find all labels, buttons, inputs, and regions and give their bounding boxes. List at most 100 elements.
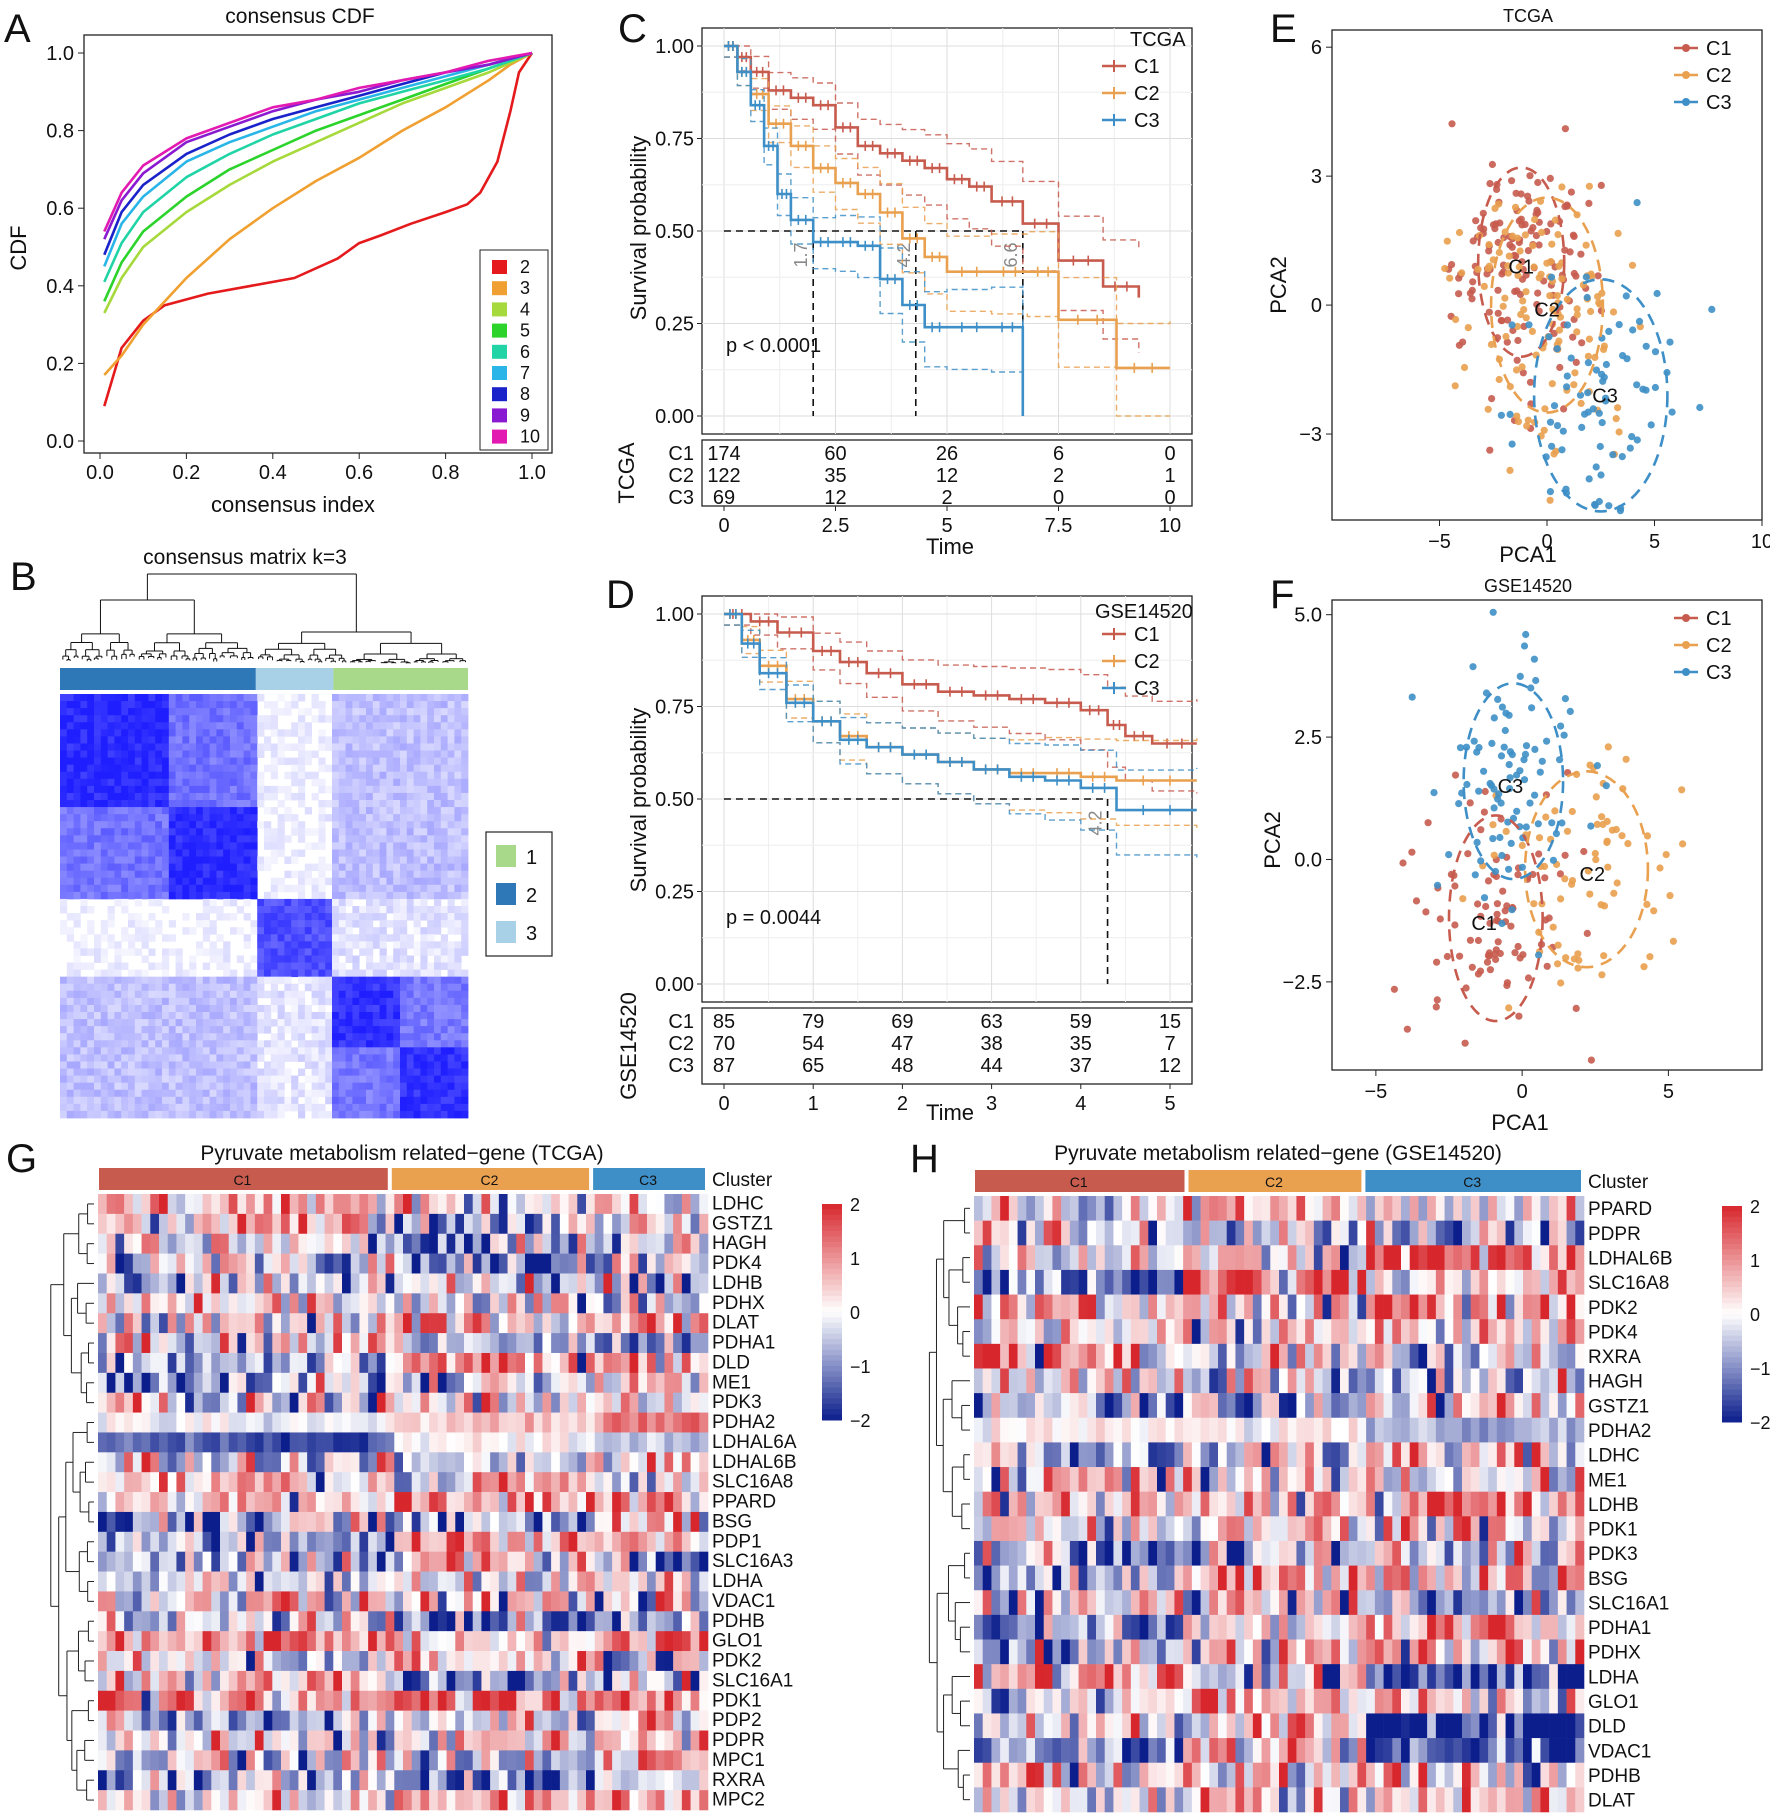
matrix-cell xyxy=(230,877,238,886)
point-C1 xyxy=(1443,952,1451,961)
chart-title: TCGA xyxy=(1503,6,1553,26)
matrix-cell xyxy=(196,764,204,773)
matrix-cell xyxy=(434,729,442,737)
heatmap-cell xyxy=(150,1194,160,1215)
matrix-cell xyxy=(393,1089,401,1098)
point-C3 xyxy=(1530,655,1538,663)
matrix-cell xyxy=(196,941,204,949)
matrix-cell xyxy=(236,1040,244,1048)
matrix-cell xyxy=(386,708,394,716)
matrix-cell xyxy=(141,1040,149,1048)
matrix-cell xyxy=(66,785,74,794)
matrix-cell xyxy=(454,1040,462,1048)
matrix-cell xyxy=(440,990,448,999)
matrix-cell xyxy=(434,771,442,780)
matrix-cell xyxy=(413,969,421,978)
matrix-cell xyxy=(359,870,367,879)
heatmap-cell xyxy=(655,1253,665,1274)
cluster-annotation-C2 xyxy=(391,1168,590,1190)
matrix-cell xyxy=(400,1089,408,1098)
matrix-cell xyxy=(250,778,258,787)
matrix-cell xyxy=(406,1068,414,1076)
matrix-cell xyxy=(141,778,149,787)
matrix-cell xyxy=(209,1096,217,1105)
matrix-cell xyxy=(447,948,455,956)
heatmap-cell xyxy=(577,1253,587,1274)
matrix-cell xyxy=(155,962,163,970)
matrix-cell xyxy=(66,1040,74,1048)
matrix-cell xyxy=(141,856,149,864)
matrix-cell xyxy=(66,821,74,829)
matrix-cell xyxy=(128,792,136,801)
matrix-cell xyxy=(196,807,204,815)
matrix-cell xyxy=(420,729,428,737)
matrix-cell xyxy=(386,891,394,900)
x-tick-label: 0.2 xyxy=(172,462,200,484)
matrix-cell xyxy=(434,870,442,879)
matrix-cell xyxy=(236,1026,244,1034)
matrix-cell xyxy=(148,792,156,801)
point-C1 xyxy=(1451,882,1459,890)
matrix-cell xyxy=(454,1004,462,1013)
matrix-cell xyxy=(209,1054,217,1062)
heatmap-cell xyxy=(254,1213,264,1235)
matrix-cell xyxy=(372,729,380,737)
matrix-cell xyxy=(107,849,115,857)
matrix-cell xyxy=(250,870,258,879)
matrix-cell xyxy=(87,757,95,766)
matrix-cell xyxy=(440,976,448,985)
matrix-cell xyxy=(345,792,353,801)
matrix-cell xyxy=(400,983,408,992)
matrix-cell xyxy=(304,1054,312,1062)
point-C2 xyxy=(1459,895,1467,903)
matrix-cell xyxy=(148,913,156,921)
matrix-cell xyxy=(243,715,251,723)
heatmap-cell xyxy=(237,1273,247,1294)
matrix-cell xyxy=(162,835,170,843)
heatmap-cell xyxy=(150,1253,160,1274)
matrix-cell xyxy=(73,835,81,843)
matrix-cell xyxy=(168,814,176,822)
matrix-cell xyxy=(202,792,210,801)
matrix-cell xyxy=(264,962,272,970)
matrix-cell xyxy=(155,1004,163,1013)
matrix-cell xyxy=(338,785,346,794)
heatmap-cell xyxy=(629,1273,639,1294)
point-C2 xyxy=(1513,412,1521,420)
point-C1 xyxy=(1543,962,1551,970)
matrix-cell xyxy=(114,856,122,864)
matrix-cell xyxy=(454,1019,462,1027)
heatmap-cell xyxy=(481,1273,491,1294)
matrix-cell xyxy=(379,948,387,956)
matrix-cell xyxy=(230,976,238,985)
matrix-cell xyxy=(427,983,435,992)
matrix-cell xyxy=(277,757,285,766)
matrix-cell xyxy=(209,948,217,956)
matrix-cell xyxy=(107,722,115,730)
matrix-cell xyxy=(182,807,190,815)
matrix-cell xyxy=(366,807,374,815)
matrix-cell xyxy=(175,990,183,999)
matrix-cell xyxy=(168,877,176,886)
point-C2 xyxy=(1530,900,1538,908)
matrix-cell xyxy=(413,863,421,872)
matrix-cell xyxy=(406,898,414,907)
matrix-cell xyxy=(209,1103,217,1112)
y-tick-label: 0.8 xyxy=(46,121,74,143)
matrix-cell xyxy=(298,948,306,956)
matrix-cell xyxy=(121,877,129,886)
matrix-cell xyxy=(284,969,292,978)
matrix-cell xyxy=(250,1082,258,1091)
matrix-cell xyxy=(148,877,156,886)
matrix-cell xyxy=(107,877,115,886)
matrix-cell xyxy=(66,814,74,822)
point-C1 xyxy=(1587,1056,1595,1064)
matrix-cell xyxy=(223,764,231,773)
matrix-cell xyxy=(325,969,333,978)
matrix-cell xyxy=(189,800,197,808)
matrix-cell xyxy=(175,1040,183,1048)
point-C1 xyxy=(1556,363,1564,372)
y-tick-label: −3 xyxy=(1299,424,1322,446)
matrix-cell xyxy=(332,1054,340,1062)
matrix-cell xyxy=(413,1026,421,1034)
